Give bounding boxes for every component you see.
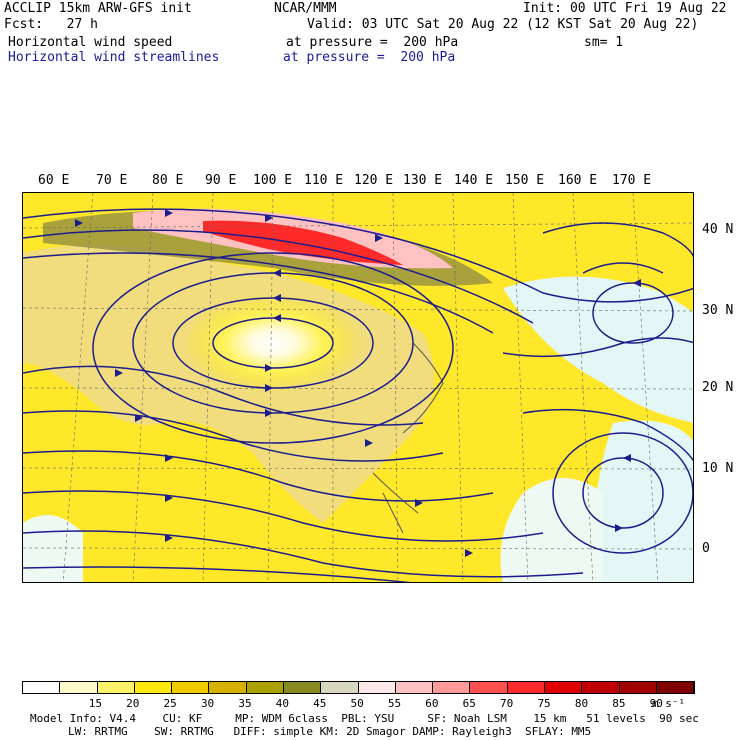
lon-label: 70 E [96,173,128,188]
lon-label: 120 E [354,173,394,188]
colorbar-tick-label: 70 [500,697,514,710]
field1-name: Horizontal wind speed [8,35,173,50]
colorbar-tick-label: 85 [612,697,626,710]
colorbar-tick-label: 60 [425,697,439,710]
lon-label: 80 E [152,173,184,188]
colorbar-swatch [321,682,359,693]
anticyclone-center [183,293,363,393]
colorbar-tick-label: 75 [537,697,551,710]
lat-label: 10 N [702,461,734,476]
colorbar-tick-label: 50 [350,697,364,710]
colorbar-tick-label: 55 [387,697,402,710]
center-label: NCAR/MMM [274,1,337,16]
init-time: Init: 00 UTC Fri 19 Aug 22 [523,1,727,16]
model-info-line1: Model Info: V4.4 CU: KF MP: WDM 6class P… [30,712,699,725]
jet-core [203,220,403,265]
colorbar-tick-label: 25 [163,697,177,710]
map-canvas [23,193,693,582]
colorbar-tick-label: 40 [275,697,289,710]
lat-label: 0 [702,541,710,556]
valid-time: Valid: 03 UTC Sat 20 Aug 22 (12 KST Sat … [307,17,699,32]
lon-label: 60 E [38,173,70,188]
colorbar-swatch [433,682,471,693]
colorbar-swatch [246,682,284,693]
colorbar-swatch [97,682,135,693]
field1-level: at pressure = 200 hPa [286,35,459,50]
calm-region [595,420,693,582]
coastline [372,342,444,534]
lon-label: 150 E [505,173,545,188]
colorbar-swatch [283,682,322,693]
lon-label: 100 E [253,173,293,188]
colorbar-swatch [172,682,210,693]
wind-speed-map[interactable] [22,192,694,583]
colorbar-swatch [395,682,434,693]
field2-level: at pressure = 200 hPa [283,50,456,65]
graticule [23,193,693,582]
colorbar-swatch [544,682,583,693]
colorbar-tick-label: 45 [313,697,327,710]
colorbar-swatch [358,682,396,693]
colorbar-swatch [209,682,247,693]
colorbar-tick-label: 65 [462,697,476,710]
colorbar-tick-label: 15 [88,697,103,710]
lat-label: 40 N [702,222,734,237]
colorbar-unit: m s⁻¹ [652,697,686,710]
lon-label: 130 E [403,173,443,188]
colorbar-tick-label: 20 [126,697,140,710]
calm-region [500,478,603,582]
colorbar-swatch [60,682,98,693]
field1-smoothing: sm= 1 [584,35,624,50]
model-info-line2: LW: RRTMG SW: RRTMG DIFF: simple KM: 2D … [68,725,592,738]
colorbar-tick-label: 35 [238,697,252,710]
colorbar-swatch [656,682,695,693]
colorbar-swatch [582,682,620,693]
wind-speed-colorbar [22,681,695,694]
model-title: ACCLIP 15km ARW-GFS init [4,1,192,16]
lon-label: 170 E [612,173,652,188]
colorbar-swatch [470,682,508,693]
colorbar-swatch [619,682,657,693]
colorbar-swatch [23,682,61,693]
lon-label: 90 E [205,173,237,188]
colorbar-tick-label: 80 [574,697,589,710]
lat-label: 20 N [702,380,734,395]
streamline-arrows [75,209,641,557]
lon-label: 140 E [454,173,494,188]
colorbar-swatch [507,682,545,693]
colorbar-tick-label: 90 [649,697,663,710]
lon-label: 160 E [558,173,598,188]
forecast-hour: Fcst: 27 h [4,17,98,32]
colorbar-swatch [134,682,173,693]
lat-label: 30 N [702,303,734,318]
lon-label: 110 E [304,173,344,188]
field2-name: Horizontal wind streamlines [8,50,220,65]
calm-region [23,515,83,582]
colorbar-tick-label: 30 [200,697,215,710]
